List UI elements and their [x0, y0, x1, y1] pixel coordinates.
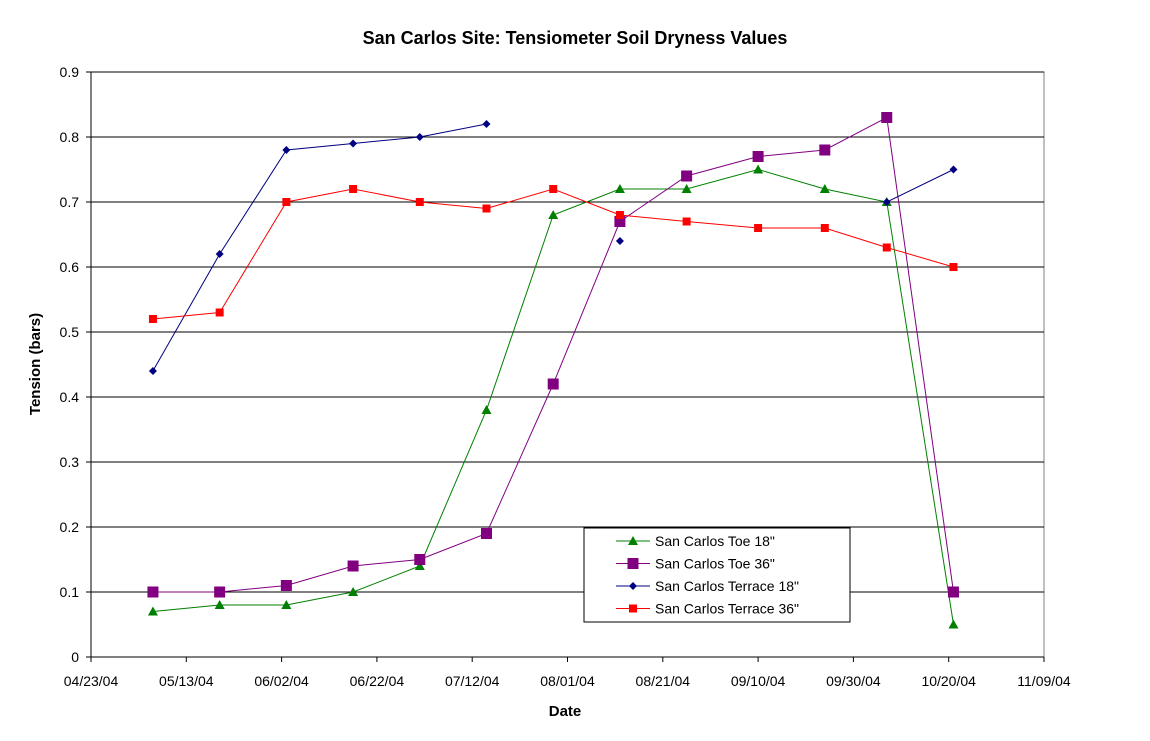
triangle-marker	[348, 587, 359, 596]
x-tick-label: 08/21/04	[636, 673, 691, 689]
legend-box	[583, 527, 851, 623]
legend-label: San Carlos Toe 36"	[655, 556, 775, 572]
chart-title: San Carlos Site: Tensiometer Soil Drynes…	[363, 28, 788, 48]
series-line	[886, 169, 954, 203]
triangle-marker	[819, 184, 830, 193]
x-tick-label: 09/10/04	[731, 673, 786, 689]
square-marker	[214, 586, 226, 598]
triangle-marker	[948, 619, 959, 629]
triangle-marker	[281, 600, 292, 609]
triangle-marker	[214, 600, 225, 609]
square-marker	[752, 151, 764, 162]
triangle-marker	[414, 561, 425, 570]
y-tick-label: 0.5	[60, 324, 80, 340]
plot-area	[90, 71, 1045, 658]
x-tick-label: 06/22/04	[350, 673, 405, 689]
square-marker	[282, 198, 291, 206]
y-tick-label: 0.3	[60, 454, 80, 470]
square-marker	[629, 604, 637, 613]
legend-label: San Carlos Terrace 36"	[655, 601, 799, 617]
x-tick-label: 05/13/04	[159, 673, 214, 689]
triangle-marker	[681, 184, 692, 193]
x-tick-label: 09/30/04	[826, 673, 881, 689]
square-marker	[547, 378, 559, 390]
square-marker	[614, 216, 626, 227]
square-marker	[347, 560, 359, 572]
square-marker	[681, 170, 693, 182]
square-marker	[627, 558, 639, 569]
y-tick-label: 0.2	[60, 519, 80, 535]
diamond-marker	[882, 198, 891, 206]
legend: San Carlos Toe 18" San Carlos Toe 36" San …	[583, 527, 851, 623]
gridlines	[91, 71, 1044, 593]
square-marker	[480, 528, 492, 539]
legend-label: San Carlos Terrace 18"	[655, 578, 799, 594]
square-marker	[415, 198, 424, 206]
y-tick-label: 0.1	[60, 584, 80, 600]
triangle-marker	[753, 164, 764, 174]
square-marker	[881, 112, 893, 123]
square-marker	[414, 554, 426, 565]
x-tick-label: 07/12/04	[445, 673, 500, 689]
x-tick-label: 06/02/04	[254, 673, 309, 689]
y-tick-label: 0	[71, 649, 79, 665]
x-axis-label: Date	[549, 703, 582, 720]
square-marker	[949, 263, 958, 271]
series-1	[147, 112, 959, 598]
diamond-marker	[215, 250, 224, 258]
square-marker	[482, 204, 491, 213]
square-marker	[349, 185, 358, 193]
square-marker	[754, 224, 763, 232]
series-layer	[147, 112, 959, 629]
square-marker	[947, 586, 959, 598]
diamond-marker	[615, 237, 624, 245]
axes: 0 0.1 0.2 0.3 0.4 0.5 0.6 0.7 0.8 0.9 04/23/04 05/1…	[60, 64, 1071, 689]
triangle-marker	[481, 405, 492, 414]
series-0	[147, 164, 959, 629]
square-marker	[280, 580, 292, 591]
x-tick-label: 11/09/04	[1017, 673, 1071, 689]
diamond-marker	[148, 367, 157, 375]
square-marker	[147, 586, 159, 598]
square-marker	[549, 185, 558, 193]
diamond-marker	[349, 139, 358, 148]
x-tick-label: 04/23/04	[64, 673, 119, 689]
diamond-marker	[629, 582, 637, 590]
square-marker	[819, 144, 831, 156]
diamond-marker	[282, 146, 291, 154]
y-tick-label: 0.7	[60, 194, 80, 210]
series-3	[148, 185, 958, 323]
y-tick-label: 0.8	[60, 129, 80, 145]
diamond-marker	[415, 133, 424, 141]
square-marker	[148, 315, 157, 323]
triangle-marker	[147, 606, 158, 616]
y-tick-label: 0.9	[60, 64, 80, 80]
square-marker	[882, 243, 891, 252]
legend-label: San Carlos Toe 18"	[655, 533, 775, 549]
square-marker	[682, 217, 691, 226]
series-line	[152, 123, 487, 372]
x-tick-label: 08/01/04	[540, 673, 595, 689]
diamond-marker	[949, 165, 958, 174]
series-2	[148, 120, 958, 375]
square-marker	[615, 211, 624, 219]
triangle-marker	[614, 184, 625, 193]
square-marker	[215, 308, 224, 317]
square-marker	[820, 224, 829, 232]
triangle-marker	[548, 210, 559, 219]
triangle-marker	[628, 536, 638, 545]
y-tick-label: 0.4	[60, 389, 80, 405]
diamond-marker	[482, 120, 491, 128]
y-axis-label: Tension (bars)	[27, 313, 44, 415]
y-tick-label: 0.6	[60, 259, 80, 275]
x-tick-label: 10/20/04	[921, 673, 976, 689]
